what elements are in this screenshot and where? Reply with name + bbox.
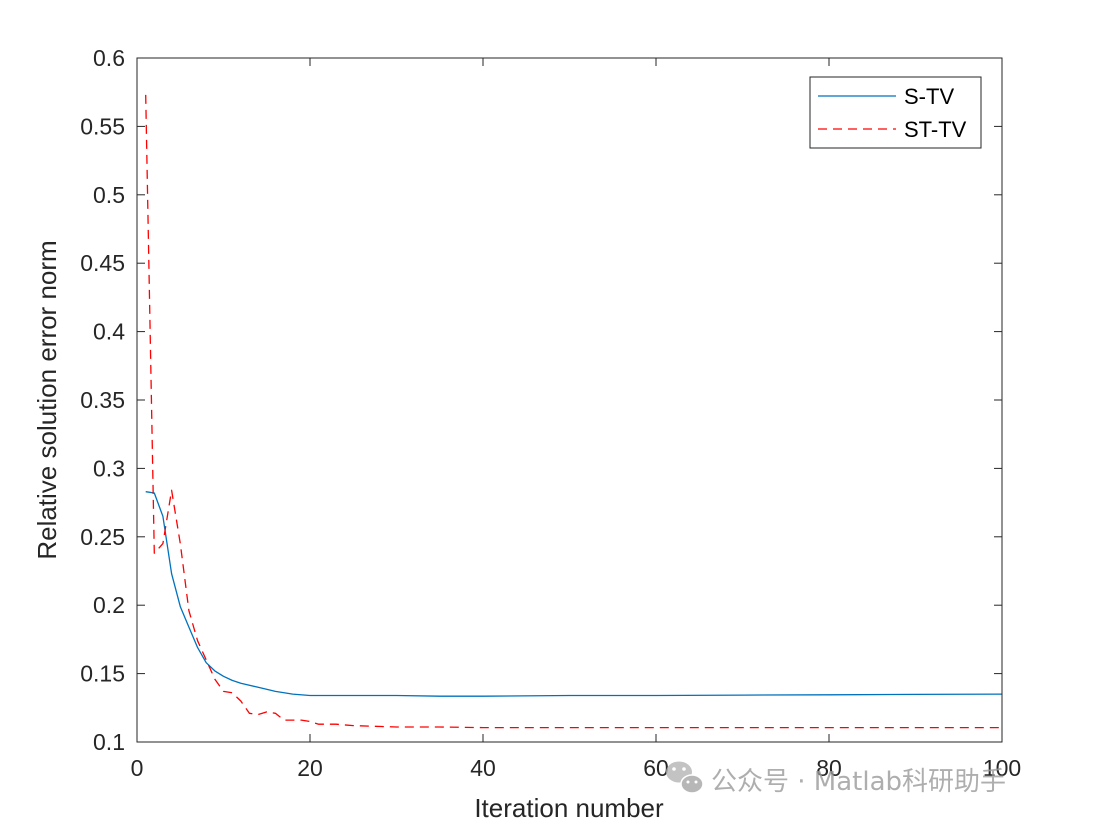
y-tick-label: 0.1 (93, 729, 125, 755)
plot-area (137, 58, 1002, 742)
y-tick-label: 0.6 (93, 45, 125, 71)
watermark-text: 公众号 · Matlab科研助手 (711, 767, 1006, 797)
y-tick-label: 0.3 (93, 455, 125, 481)
series-layer (145, 94, 1003, 729)
x-tick-label: 100 (983, 755, 1021, 781)
axes-layer: 0 20 40 60 80 100 0.1 0.15 0.2 0.25 0.3 0.35 0.4 0.45… (80, 45, 1021, 781)
y-axis-label: Relative solution error norm (32, 240, 62, 559)
x-tick-label: 20 (297, 755, 323, 781)
y-tick-label: 0.55 (80, 113, 125, 139)
x-tick-label: 60 (643, 755, 669, 781)
x-tick-label: 0 (131, 755, 144, 781)
y-tick-label: 0.5 (93, 182, 125, 208)
y-tick-label: 0.4 (93, 319, 125, 345)
series-line-st-tv (145, 94, 1002, 729)
y-tick-label: 0.25 (80, 524, 125, 550)
legend: S-TV ST-TV (809, 76, 982, 149)
y-tick-label: 0.15 (80, 661, 125, 687)
x-axis-label: Iteration number (474, 793, 664, 823)
legend-label-st-tv: ST-TV (904, 117, 967, 142)
series-line-s-tv (145, 491, 1003, 697)
wechat-icon (666, 761, 704, 794)
y-tick-label: 0.45 (80, 250, 125, 276)
x-tick-label: 40 (470, 755, 496, 781)
legend-box (809, 76, 982, 149)
legend-label-s-tv: S-TV (904, 84, 954, 109)
y-tick-label: 0.35 (80, 387, 125, 413)
y-tick-label: 0.2 (93, 592, 125, 618)
watermark: 公众号 · Matlab科研助手 (666, 761, 1006, 797)
x-tick-label: 80 (816, 755, 842, 781)
